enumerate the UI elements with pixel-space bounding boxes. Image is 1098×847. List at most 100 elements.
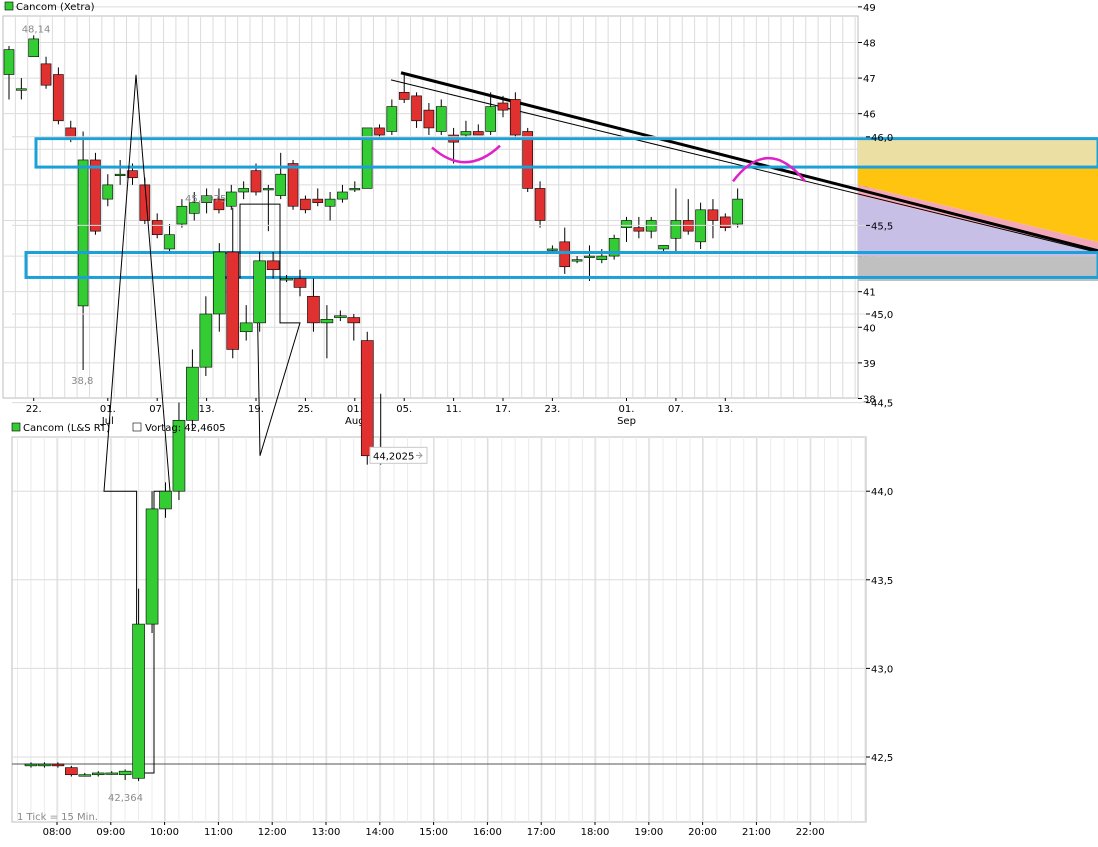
plot-area [2,15,859,399]
x-tick-label: 23. [544,404,560,415]
candle [658,245,669,250]
candle [213,198,225,211]
x-tick-label: 17. [495,404,511,415]
candle [707,209,719,221]
arrow-drawing [103,74,171,774]
x-tick-label: 08:00 [43,827,72,838]
candle [559,241,571,268]
last-price-label: 44,2025 [373,451,414,462]
candle [24,763,38,767]
candle [213,251,226,315]
last-price-box [369,446,428,464]
candle [176,205,188,225]
candle [51,763,65,767]
tick-interval-note: 1 Tick = 15 Min. [17,812,98,823]
candle [608,237,620,257]
candle [226,191,237,207]
resistance-zone [34,137,1098,169]
x-tick-label: 22. [26,404,42,415]
y-tick-label: 40 [863,323,876,334]
legend-xetra: Cancom (Xetra) [16,2,95,13]
x-tick-label: 15:00 [419,827,448,838]
candle [238,188,249,193]
candle [38,763,51,767]
month-label: Aug [345,416,365,427]
candle [65,767,78,776]
y-tick-label: 49 [863,3,876,14]
support-zone [24,251,1098,279]
y-tick-label: 46 [863,110,876,121]
x-tick-label: 13. [199,404,215,415]
x-tick-label: 01. [347,404,363,415]
price-annotation: 38,8 [71,376,93,387]
x-tick-label: 13. [717,404,733,415]
candle [423,109,435,129]
candle [105,772,118,775]
candle [320,319,334,324]
y-tick-label: 44,5 [871,399,893,410]
zone-upper-band [858,138,1098,168]
candle [16,88,27,91]
x-tick-label: 01. [619,404,635,415]
x-tick-label: 17:00 [527,827,556,838]
candle [386,106,398,132]
y-tick-label: 43,5 [871,576,893,587]
legend-swatch-vortag [132,422,142,432]
y-tick-label: 48 [863,38,876,49]
legend-swatch-xetra [4,1,14,11]
y-tick-label: 45,0 [871,310,893,321]
candle [28,38,40,58]
candle [91,772,105,776]
month-label: Sep [617,416,636,427]
candle [266,260,280,270]
candle [275,173,287,196]
x-tick-label: 18:00 [581,827,610,838]
candle [293,278,307,288]
candle [571,259,583,262]
candle [239,322,253,333]
y-tick-label: 43,0 [871,664,893,675]
candle [139,184,151,221]
candle [596,255,608,260]
x-tick-label: 12:00 [258,827,287,838]
intraday-chart-panel: 08:00 09:00 10:00 11:00 12:00 13:00 14:00 15:00… [11,74,893,838]
candle [460,131,472,136]
x-tick-label: 21:00 [742,827,771,838]
y-tick-label: 42,5 [871,753,893,764]
price-annotation: 48,14 [22,24,51,35]
x-tick-label: 22:00 [796,827,825,838]
x-tick-label: 11. [446,404,462,415]
y-tick-label: 45,5 [871,221,893,232]
candle [145,508,159,625]
y-tick-label: 47 [863,74,876,85]
candle [263,188,274,191]
candle [411,95,422,122]
candle [435,106,447,132]
candle [280,278,293,281]
pattern-arc-cap [732,157,806,183]
candle [337,191,348,200]
last-price-arrow-icon [416,451,423,459]
high-annotation: 45,5975 [185,194,226,205]
legend-swatch-ls [11,422,21,432]
legend-vortag: Vortag: 42,4605 [145,423,226,434]
x-tick-label: 25. [297,404,313,415]
candle [253,260,266,324]
x-tick-label: 01. [100,404,116,415]
candle [547,248,558,251]
candle [312,198,324,203]
zigzag-drawing [239,203,301,456]
candle [159,490,172,510]
candle [522,131,534,189]
candle [199,313,213,368]
candle [78,774,92,777]
y-tick-label: 46,0 [871,133,893,144]
low-annotation: 42,364 [108,793,143,804]
candle [349,188,361,191]
x-tick-label: 14:00 [365,827,394,838]
y-tick-label: 39 [863,359,876,370]
x-tick-label: 19:00 [634,827,663,838]
candle [360,340,374,457]
candle [472,131,484,136]
candle [188,202,200,214]
